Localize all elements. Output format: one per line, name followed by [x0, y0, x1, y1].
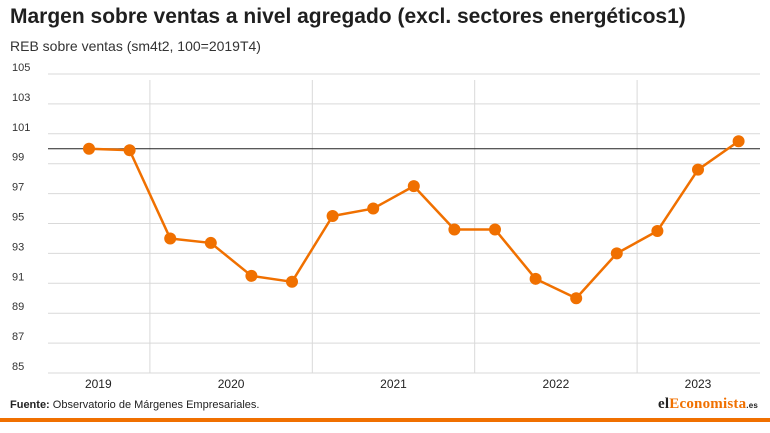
y-tick-label: 89	[12, 301, 24, 313]
y-tick-label: 85	[12, 361, 24, 373]
brand-logo: elEconomista.es	[658, 396, 758, 413]
brand-accent: Economista	[669, 396, 747, 412]
data-point	[448, 223, 461, 236]
y-tick-label: 101	[12, 122, 30, 134]
y-tick-label: 87	[12, 331, 24, 343]
brand-prefix: el	[658, 396, 670, 412]
x-year-label: 2019	[85, 377, 112, 391]
y-tick-label: 105	[12, 62, 30, 74]
data-point	[164, 232, 177, 245]
line-chart: 105 103 101 99 97 95 93 91 89 87 85 2019 2020 2021 202…	[12, 62, 760, 391]
y-tick-label: 99	[12, 152, 24, 164]
data-point	[407, 180, 420, 193]
chart-title: Margen sobre ventas a nivel agregado (ex…	[10, 5, 686, 28]
y-tick-label: 97	[12, 182, 24, 194]
y-tick-label: 93	[12, 241, 24, 253]
x-year-label: 2022	[543, 377, 570, 391]
y-tick-label: 103	[12, 92, 30, 104]
data-point	[651, 224, 664, 237]
data-point	[123, 144, 136, 157]
x-year-label: 2021	[380, 377, 407, 391]
x-year-label: 2020	[218, 377, 245, 391]
data-point	[489, 223, 501, 236]
brand-suffix: .es	[746, 401, 758, 410]
data-point	[286, 275, 298, 288]
data-point	[692, 163, 704, 176]
y-tick-label: 95	[12, 212, 24, 224]
data-point	[326, 210, 339, 223]
source-note: Fuente: Observatorio de Márgenes Empresa…	[10, 399, 259, 411]
data-point	[83, 142, 95, 155]
data-point	[610, 247, 623, 260]
data-point	[204, 236, 217, 249]
data-point	[570, 292, 583, 305]
x-year-label: 2023	[685, 377, 712, 391]
bottom-accent-bar	[0, 418, 770, 422]
source-text: Observatorio de Márgenes Empresariales.	[52, 399, 260, 411]
data-point	[732, 135, 745, 148]
y-tick-label: 91	[12, 271, 24, 283]
series-line	[88, 140, 740, 300]
source-label: Fuente:	[10, 399, 50, 411]
chart-subtitle: REB sobre ventas (sm4t2, 100=2019T4)	[10, 38, 261, 54]
data-point	[529, 272, 542, 285]
data-point	[367, 202, 380, 215]
data-point	[245, 269, 258, 282]
